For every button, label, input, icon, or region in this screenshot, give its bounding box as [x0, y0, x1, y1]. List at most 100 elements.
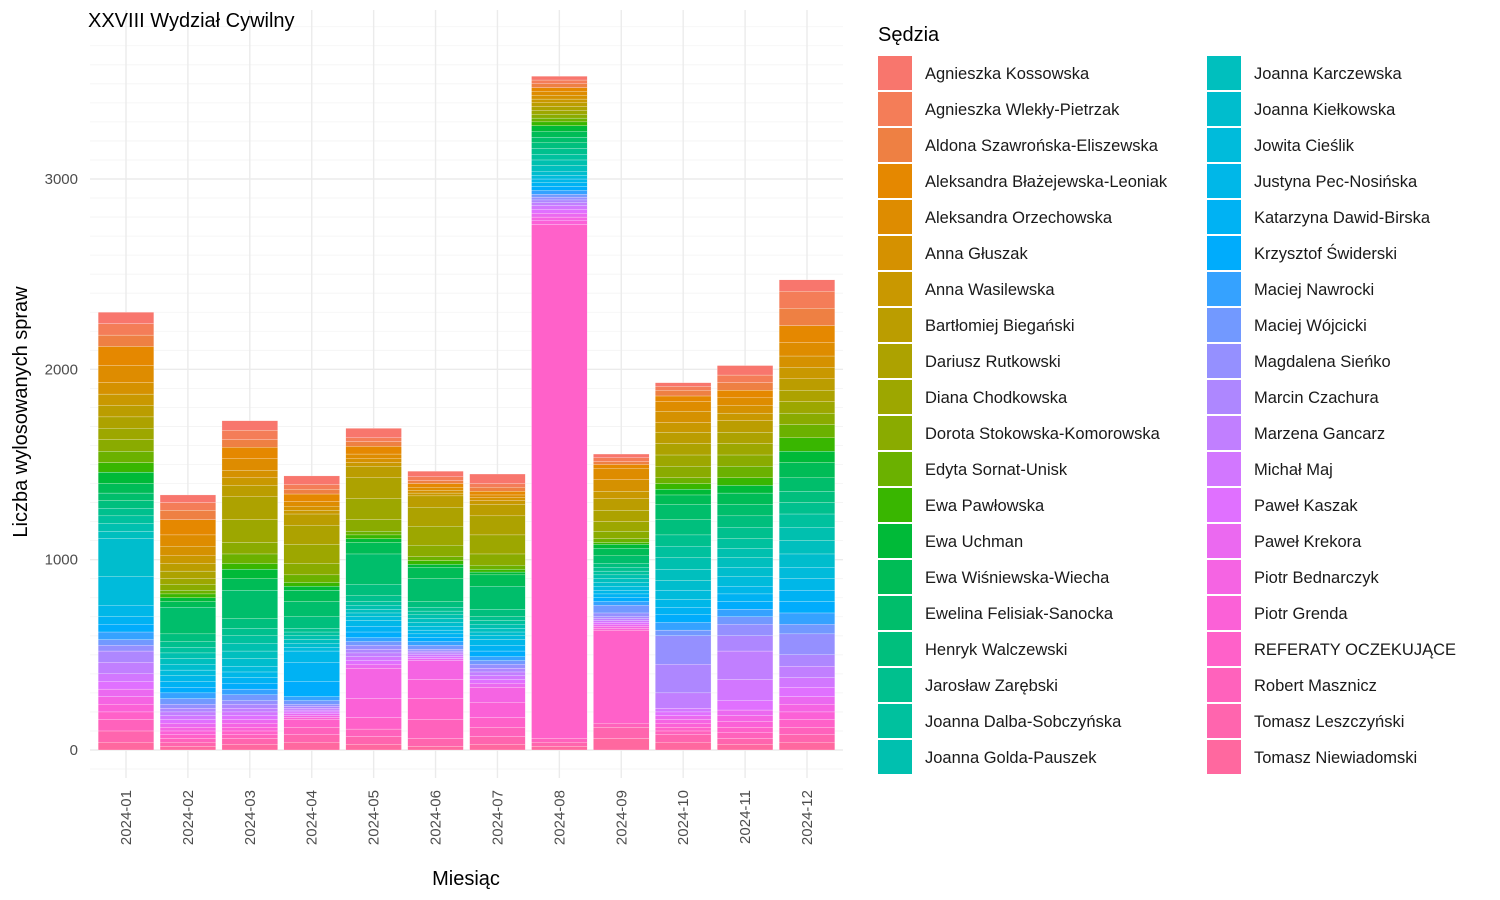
bar-segment: Aldona Szawrońska-Eliszewska 2024-04: 25 [283, 489, 340, 495]
legend-swatch [878, 524, 912, 558]
bar-segment: Jarosław Zarębski 2024-02: 30 [159, 641, 216, 648]
bar-segment: Tomasz Leszczyński 2024-01: 60 [98, 730, 154, 743]
bar-segment: Michał Maj 2024-06: 10 [407, 654, 464, 657]
bar-segment: Justyna Pec-Nosińska 2024-05: 30 [345, 620, 402, 627]
bar-segment: Tomasz Niewiadomski 2024-12: 40 [779, 742, 835, 751]
legend-label: Aleksandra Orzechowska [925, 209, 1113, 227]
bar-segment: Henryk Walczewski 2024-01: 40 [98, 500, 154, 509]
bar-segment: Diana Chodkowska 2024-02: 30 [159, 578, 216, 585]
bar-segment: Aleksandra Orzechowska 2024-11: 40 [717, 397, 774, 406]
bar-segment: Justyna Pec-Nosińska 2024-12: 60 [779, 578, 835, 591]
bar-segment: REFERATY OCZEKUJĄCE 2024-07: 50 [469, 717, 526, 728]
bar-segment: Agnieszka Kossowska 2024-11: 50 [717, 365, 774, 376]
bar-segment: Piotr Bednarczyk 2024-05: 160 [345, 668, 402, 699]
bar-stack-2024-01: Tomasz Niewiadomski 2024-01: 40Tomasz Le… [98, 312, 154, 751]
legend-swatch [878, 416, 912, 450]
bar-segment: Jarosław Zarębski 2024-01: 40 [98, 508, 154, 517]
bar-segment: Marcin Czachura 2024-07: 20 [469, 668, 526, 673]
x-tick-label: 2024-10 [675, 790, 692, 845]
legend-swatch [878, 704, 912, 738]
bar-segment: Aldona Szawrońska-Eliszewska 2024-06: 15 [407, 480, 464, 484]
bar-segment: Paweł Krekora 2024-10: 20 [655, 715, 712, 720]
legend-label: Tomasz Niewiadomski [1254, 749, 1417, 767]
bar-segment: Dariusz Rutkowski 2024-07: 100 [469, 515, 526, 536]
legend-item: Marcin Czachura [1207, 380, 1380, 414]
bar-segment: Justyna Pec-Nosińska 2024-08: 20 [531, 178, 588, 183]
bar-segment: Dorota Stokowska-Komorowska 2024-12: 60 [779, 412, 835, 425]
bar-segment: Maciej Nawrocki 2024-04: 20 [283, 696, 340, 701]
bar-segment: Ewa Wiśniewska-Wiecha 2024-04: 60 [283, 589, 340, 602]
bar-segment: Maciej Nawrocki 2024-11: 40 [717, 609, 774, 617]
legend-item: Anna Wasilewska [878, 272, 1055, 306]
legend-item: Edyta Sornat-Unisk [878, 452, 1068, 486]
bar-segment: Maciej Nawrocki 2024-07: 20 [469, 656, 526, 661]
bar-segment: Joanna Golda-Pauszek 2024-02: 30 [159, 652, 216, 659]
bar-segment: Aleksandra Błażejewska-Leoniak 2024-09: … [593, 464, 650, 469]
bar-stack-2024-05: Tomasz Niewiadomski 2024-05: 30Tomasz Le… [345, 428, 402, 751]
bar-segment: Marzena Gancarz 2024-08: 15 [531, 202, 588, 206]
bar-segment: Dariusz Rutkowski 2024-05: 110 [345, 477, 402, 499]
legend-title: Sędzia [878, 24, 940, 46]
legend-label: Diana Chodkowska [925, 389, 1068, 407]
x-tick-label: 2024-08 [551, 790, 568, 845]
legend-swatch [1207, 740, 1241, 774]
bar-segment: Katarzyna Dawid-Birska 2024-11: 40 [717, 593, 774, 602]
bar-segment: Joanna Kiełkowska 2024-09: 20 [593, 582, 650, 587]
bar-segment: Krzysztof Świderski 2024-11: 40 [717, 601, 774, 610]
bar-segment: Jarosław Zarębski 2024-08: 30 [531, 148, 588, 155]
bar-segment: Diana Chodkowska 2024-10: 60 [655, 454, 712, 467]
bar-segment: Justyna Pec-Nosińska 2024-09: 20 [593, 589, 650, 595]
legend-swatch [878, 308, 912, 342]
bar-segment: Agnieszka Kossowska 2024-06: 30 [407, 471, 464, 477]
bar-segment: Ewelina Felisiak-Sanocka 2024-05: 160 [345, 553, 402, 585]
bar-segment: Katarzyna Dawid-Birska 2024-07: 30 [469, 645, 526, 652]
bar-segment: Henryk Walczewski 2024-09: 20 [593, 563, 650, 568]
bar-segment: Anna Głuszak 2024-08: 20 [531, 95, 588, 100]
bar-segment: Maciej Wójcicki 2024-06: 20 [407, 645, 464, 650]
bar-segment: Maciej Nawrocki 2024-05: 20 [345, 637, 402, 642]
bar-segment: Jowita Cieślik 2024-06: 20 [407, 626, 464, 631]
x-tick-label: 2024-04 [304, 790, 321, 845]
bar-segment: Ewa Uchman 2024-02: 20 [159, 597, 216, 602]
bar-segment: Ewa Pawłowska 2024-11: 40 [717, 477, 774, 486]
bar-segment: Robert Masznicz 2024-10: 20 [655, 730, 712, 735]
bar-segment: Michał Maj 2024-08: 20 [531, 205, 588, 210]
bar-segment: Paweł Kaszak 2024-06: 10 [407, 656, 464, 659]
legend-item: Katarzyna Dawid-Birska [1207, 200, 1431, 234]
legend-label: Justyna Pec-Nosińska [1254, 173, 1418, 191]
bar-segment: Marzena Gancarz 2024-02: 20 [159, 711, 216, 716]
bar-segment: Aleksandra Orzechowska 2024-08: 20 [531, 91, 588, 96]
legend-swatch [1207, 524, 1241, 558]
bar-segment: Dorota Stokowska-Komorowska 2024-03: 60 [221, 542, 278, 555]
bar-segment: Krzysztof Świderski 2024-08: 20 [531, 186, 588, 191]
legend-label: Piotr Grenda [1254, 605, 1348, 623]
bar-segment: Joanna Dalba-Sobczyńska 2024-10: 60 [655, 546, 712, 558]
legend-item: REFERATY OCZEKUJĄCE [1207, 632, 1456, 666]
x-tick-label: 2024-12 [799, 790, 816, 845]
legend-label: Anna Głuszak [925, 245, 1028, 263]
bar-segment: Magdalena Sieńko 2024-10: 150 [655, 635, 712, 665]
x-tick-label: 2024-07 [489, 790, 506, 845]
legend-item: Paweł Kaszak [1207, 488, 1358, 522]
bar-segment: Aleksandra Orzechowska 2024-07: 15 [469, 494, 526, 498]
bar-segment: Tomasz Niewiadomski 2024-10: 40 [655, 742, 712, 751]
legend-item: Joanna Kiełkowska [1207, 92, 1396, 126]
bar-segment: Marcin Czachura 2024-06: 10 [407, 650, 464, 654]
bar-segment: Joanna Golda-Pauszek 2024-10: 60 [655, 557, 712, 570]
bar-segment: Marcin Czachura 2024-04: 10 [283, 706, 340, 709]
legend-swatch [878, 200, 912, 234]
bar-segment: Anna Wasilewska 2024-12: 60 [779, 367, 835, 379]
bar-segment: Robert Masznicz 2024-06: 100 [407, 719, 464, 739]
legend-item: Ewelina Felisiak-Sanocka [878, 596, 1114, 630]
bar-segment: Piotr Bednarczyk 2024-10: 20 [655, 719, 712, 724]
bar-segment: Tomasz Leszczyński 2024-05: 40 [345, 736, 402, 745]
bar-segment: Bartłomiej Biegański 2024-09: 60 [593, 498, 650, 511]
legend-swatch [878, 272, 912, 306]
bar-segment: Aldona Szawrońska-Eliszewska 2024-11: 40 [717, 382, 774, 391]
bar-segment: Piotr Bednarczyk 2024-02: 20 [159, 727, 216, 732]
bar-segment: Marcin Czachura 2024-02: 20 [159, 708, 216, 713]
bar-segment: Joanna Dalba-Sobczyńska 2024-11: 50 [717, 538, 774, 549]
bar-segment: Anna Głuszak 2024-06: 15 [407, 490, 464, 494]
bar-segment: REFERATY OCZEKUJĄCE 2024-06: 110 [407, 698, 464, 720]
legend-swatch [1207, 560, 1241, 594]
